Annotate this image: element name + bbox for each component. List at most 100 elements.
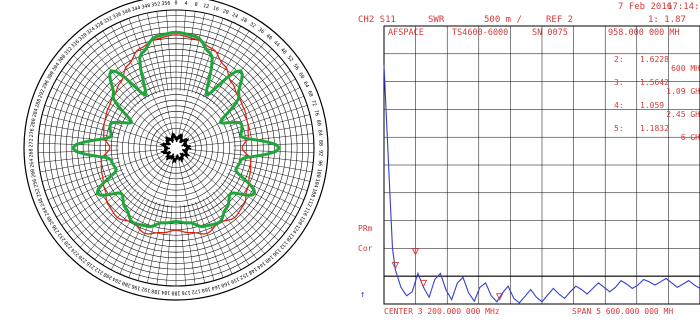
angle-tick-label: 156 bbox=[229, 275, 240, 284]
angle-tick-label: 164 bbox=[211, 283, 221, 291]
angle-tick-label: 104 bbox=[312, 178, 320, 188]
angle-tick-label: 160 bbox=[220, 279, 231, 288]
marker-triangle bbox=[411, 248, 420, 256]
angle-tick-label: 52 bbox=[286, 55, 294, 63]
angle-tick-label: 240 bbox=[46, 215, 56, 226]
angle-tick-label: 348 bbox=[141, 3, 151, 11]
angle-tick-label: 176 bbox=[181, 289, 190, 296]
angle-tick-label: 192 bbox=[141, 285, 151, 293]
angle-tick-label: 64 bbox=[302, 81, 310, 89]
marker-frequency: 6 GH bbox=[681, 133, 700, 142]
angle-tick-label: 352 bbox=[151, 1, 161, 8]
angle-tick-label: 112 bbox=[306, 197, 315, 208]
polar-grid-spoke bbox=[215, 48, 273, 107]
angle-tick-label: 68 bbox=[306, 90, 314, 98]
active-marker-freq: 958.000 000 MH bbox=[608, 28, 680, 38]
polar-grid-spoke bbox=[40, 123, 120, 139]
angle-tick-label: 276 bbox=[29, 128, 36, 138]
angle-tick-label: 44 bbox=[272, 40, 281, 49]
polar-outer-ring bbox=[23, 0, 329, 301]
angle-tick-label: 36 bbox=[257, 27, 265, 35]
polar-grid-spoke bbox=[184, 159, 258, 260]
polar-grid-spoke bbox=[212, 191, 265, 254]
angle-tick-label: 212 bbox=[94, 266, 105, 276]
angle-tick-label: 188 bbox=[151, 287, 161, 294]
polar-grid-spoke bbox=[128, 201, 157, 278]
angle-tick-label: 132 bbox=[278, 239, 289, 250]
polar-grid-spoke bbox=[206, 196, 250, 266]
marker-value: 1.6228 bbox=[640, 55, 669, 64]
polar-grid-spoke bbox=[61, 70, 129, 117]
angle-tick-label: 312 bbox=[63, 46, 74, 57]
angle-tick-label: 328 bbox=[94, 21, 105, 31]
angle-tick-label: 168 bbox=[201, 285, 211, 293]
angle-tick-label: 56 bbox=[292, 63, 300, 71]
polar-grid-spoke bbox=[119, 21, 171, 136]
angle-tick-label: 100 bbox=[315, 168, 322, 178]
polar-grid-spoke bbox=[191, 15, 215, 93]
polar-grid-spoke bbox=[73, 55, 166, 139]
angle-tick-label: 340 bbox=[121, 8, 132, 17]
polar-grid-spoke bbox=[137, 15, 161, 93]
angle-tick-label: 308 bbox=[57, 54, 67, 65]
angle-tick-label: 220 bbox=[78, 253, 89, 263]
angle-tick-label: 316 bbox=[70, 39, 81, 50]
marker-triangle bbox=[495, 293, 504, 301]
polar-grid-spoke bbox=[178, 12, 205, 135]
angle-tick-label: 336 bbox=[112, 11, 123, 20]
angle-tick-label: 32 bbox=[248, 21, 256, 29]
angle-tick-label: 200 bbox=[121, 279, 132, 288]
date-label: 7 Feb 2016 bbox=[618, 2, 672, 12]
angle-tick-label: 124 bbox=[291, 223, 301, 234]
polar-grid-spoke bbox=[156, 204, 169, 285]
polar-grid-spoke bbox=[186, 55, 279, 139]
angle-tick-label: 320 bbox=[78, 32, 89, 42]
angle-tick-label: 280 bbox=[30, 118, 37, 128]
polar-grid-spoke bbox=[166, 10, 173, 91]
active-marker-value: 1: 1.87 bbox=[648, 15, 686, 25]
polar-grid-spoke bbox=[94, 159, 168, 260]
polar-grid-spoke bbox=[67, 183, 131, 234]
polar-grid-spoke bbox=[186, 157, 279, 241]
polar-grid-spoke bbox=[232, 157, 312, 173]
angle-tick-label: 16 bbox=[212, 5, 219, 12]
polar-grid-spoke bbox=[179, 205, 186, 286]
polar-grid-spoke bbox=[51, 172, 125, 209]
polar-grid-spoke bbox=[202, 26, 241, 98]
angle-tick-label: 244 bbox=[41, 206, 50, 217]
polar-radiation-pattern: 0 4 8 12 16 20 24 28 32 36 40 44 48 52 56 60 64 68 72 76 80 8… bbox=[0, 0, 352, 328]
polar-grid-spoke bbox=[56, 78, 164, 142]
angle-tick-label: 148 bbox=[247, 266, 258, 276]
angle-tick-label: 288 bbox=[34, 98, 42, 108]
polar-center-ring bbox=[159, 131, 192, 165]
angle-tick-label: 140 bbox=[263, 253, 274, 263]
angle-tick-label: 136 bbox=[271, 247, 282, 258]
polar-grid-spoke bbox=[221, 62, 285, 113]
polar-series-red bbox=[100, 34, 252, 235]
polar-grid-spoke bbox=[215, 189, 273, 248]
angle-tick-label: 292 bbox=[38, 89, 47, 100]
angle-tick-label: 180 bbox=[171, 290, 180, 296]
span-frequency-label: SPAN 5 600.000 000 MH bbox=[572, 307, 673, 316]
polar-grid-spoke bbox=[183, 204, 196, 285]
angle-tick-label: 300 bbox=[46, 70, 56, 81]
channel-label: CH2 S11 bbox=[358, 15, 396, 25]
polar-grid-spoke bbox=[229, 169, 305, 200]
polar-grid-spoke bbox=[61, 179, 129, 226]
angle-tick-label: 80 bbox=[315, 119, 322, 126]
marker-value: 1.059 bbox=[640, 101, 664, 110]
polar-grid-spoke bbox=[223, 70, 291, 117]
angle-tick-label: 324 bbox=[86, 26, 97, 36]
polar-grid-spoke bbox=[79, 189, 137, 248]
angle-tick-label: 196 bbox=[131, 283, 141, 291]
marker-frequency: 2.45 GH bbox=[666, 110, 700, 119]
pre-label: PRm bbox=[358, 224, 373, 233]
angle-tick-label: 260 bbox=[30, 168, 37, 178]
polar-grid-spoke bbox=[73, 157, 166, 241]
angle-tick-label: 72 bbox=[310, 100, 318, 108]
polar-grid-spoke bbox=[87, 42, 140, 105]
polar-grid-spoke bbox=[94, 36, 168, 137]
polar-grid-spoke bbox=[191, 203, 215, 281]
angle-tick-label: 120 bbox=[296, 215, 306, 226]
polar-grid-spoke bbox=[231, 114, 310, 135]
